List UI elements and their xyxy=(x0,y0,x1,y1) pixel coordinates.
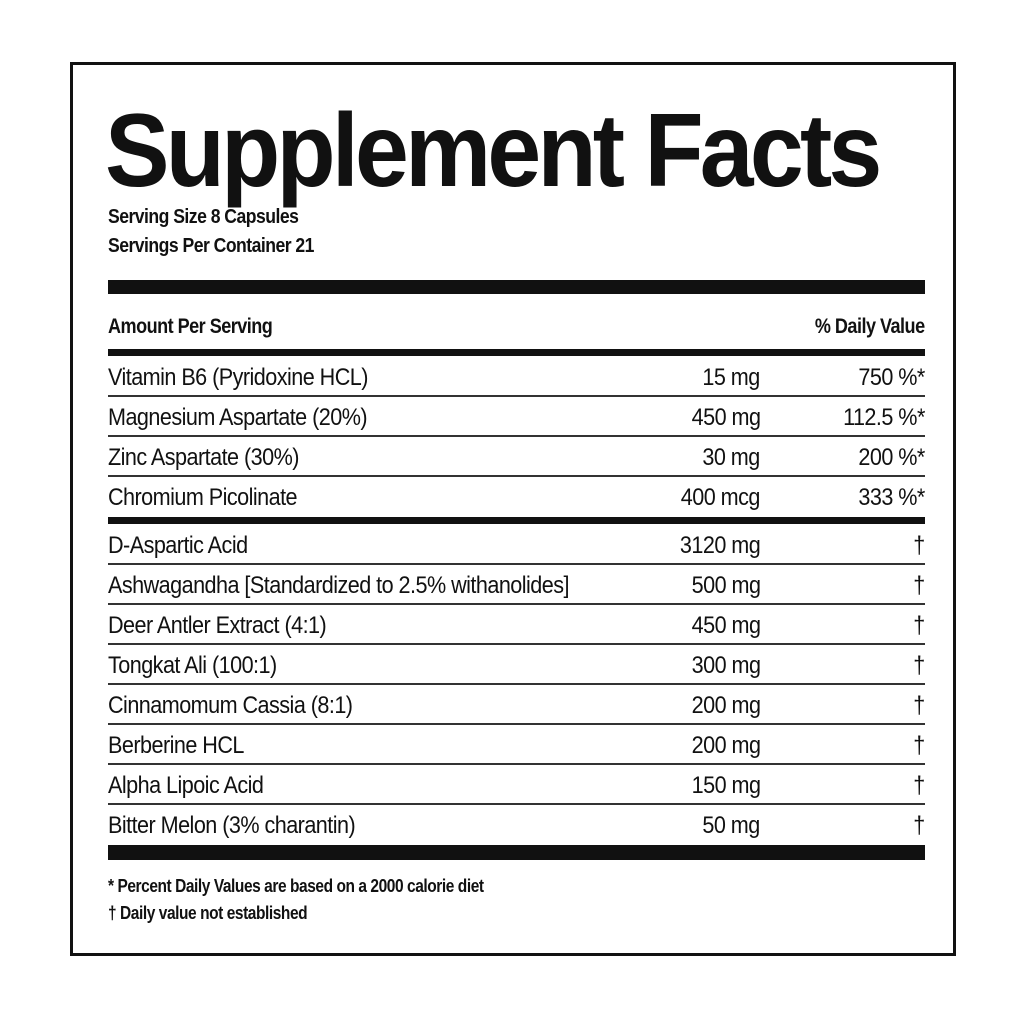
ingredient-dv: † xyxy=(913,652,926,679)
ingredient-name: Berberine HCL xyxy=(108,732,244,759)
ingredient-dv: 112.5 %* xyxy=(843,404,925,431)
ingredient-amount: 200 mg xyxy=(691,732,760,759)
ingredient-amount: 30 mg xyxy=(702,444,761,471)
ingredient-name: Chromium Picolinate xyxy=(108,484,298,511)
ingredient-dv: † xyxy=(913,572,926,599)
ingredient-name: Zinc Aspartate (30%) xyxy=(108,444,299,471)
ingredient-amount: 50 mg xyxy=(702,812,761,839)
amount-per-serving-header: Amount Per Serving xyxy=(108,315,273,338)
table-row: Cinnamomum Cassia (8:1) 200 mg † xyxy=(108,685,926,725)
ingredient-amount: 3120 mg xyxy=(679,532,761,559)
ingredient-dv: † xyxy=(913,692,926,719)
ingredient-name: Cinnamomum Cassia (8:1) xyxy=(108,692,353,719)
table-row: Magnesium Aspartate (20%) 450 mg 112.5 %* xyxy=(108,397,926,437)
ingredient-name: Bitter Melon (3% charantin) xyxy=(108,812,356,839)
serving-size: Serving Size 8 Capsules xyxy=(108,206,299,228)
ingredient-dv: † xyxy=(913,732,926,759)
table-row: Tongkat Ali (100:1) 300 mg † xyxy=(108,645,926,685)
ingredient-amount: 400 mcg xyxy=(680,484,761,511)
table-row: Berberine HCL 200 mg † xyxy=(108,725,926,765)
ingredient-dv: † xyxy=(913,772,926,799)
divider-medium xyxy=(108,517,925,524)
footnote-daily-values: * Percent Daily Values are based on a 20… xyxy=(108,876,484,896)
table-row: Chromium Picolinate 400 mcg 333 %* xyxy=(108,477,926,515)
panel-title: Supplement Facts xyxy=(105,93,882,209)
divider-medium xyxy=(108,349,925,356)
daily-value-header: % Daily Value xyxy=(815,315,925,338)
ingredient-name: Alpha Lipoic Acid xyxy=(108,772,264,799)
ingredient-name: Deer Antler Extract (4:1) xyxy=(108,612,327,639)
ingredient-amount: 15 mg xyxy=(702,364,761,391)
table-row: Bitter Melon (3% charantin) 50 mg † xyxy=(108,805,926,843)
ingredient-name: Vitamin B6 (Pyridoxine HCL) xyxy=(108,364,368,391)
ingredient-amount: 500 mg xyxy=(691,572,760,599)
table-row: Zinc Aspartate (30%) 30 mg 200 %* xyxy=(108,437,926,477)
ingredient-dv: 200 %* xyxy=(858,444,926,471)
table-row: Vitamin B6 (Pyridoxine HCL) 15 mg 750 %* xyxy=(108,357,926,397)
table-row: Alpha Lipoic Acid 150 mg † xyxy=(108,765,926,805)
proprietary-ingredient-list: D-Aspartic Acid 3120 mg † Ashwagandha [Sta… xyxy=(108,525,926,843)
table-row: Deer Antler Extract (4:1) 450 mg † xyxy=(108,605,926,645)
ingredient-amount: 200 mg xyxy=(691,692,760,719)
supplement-facts-panel: Supplement Facts Serving Size 8 Capsules… xyxy=(70,62,956,956)
ingredient-amount: 150 mg xyxy=(691,772,760,799)
ingredient-name: Tongkat Ali (100:1) xyxy=(108,652,277,679)
ingredient-dv: † xyxy=(913,532,926,559)
table-row: D-Aspartic Acid 3120 mg † xyxy=(108,525,926,565)
ingredient-dv: 750 %* xyxy=(858,364,926,391)
servings-per-container: Servings Per Container 21 xyxy=(108,235,314,257)
ingredient-amount: 450 mg xyxy=(691,404,760,431)
ingredient-dv: † xyxy=(913,812,926,839)
ingredient-amount: 450 mg xyxy=(691,612,760,639)
ingredient-name: Magnesium Aspartate (20%) xyxy=(108,404,368,431)
vitamin-mineral-list: Vitamin B6 (Pyridoxine HCL) 15 mg 750 %* M… xyxy=(108,357,926,515)
ingredient-name: Ashwagandha [Standardized to 2.5% withan… xyxy=(108,572,569,599)
ingredient-amount: 300 mg xyxy=(691,652,760,679)
divider-thick xyxy=(108,845,925,860)
table-row: Ashwagandha [Standardized to 2.5% withan… xyxy=(108,565,926,605)
ingredient-name: D-Aspartic Acid xyxy=(108,532,248,559)
ingredient-dv: 333 %* xyxy=(858,484,926,511)
ingredient-dv: † xyxy=(913,612,926,639)
footnote-not-established: † Daily value not established xyxy=(108,903,308,923)
column-header: Amount Per Serving % Daily Value xyxy=(108,315,926,339)
divider-thick xyxy=(108,280,925,294)
